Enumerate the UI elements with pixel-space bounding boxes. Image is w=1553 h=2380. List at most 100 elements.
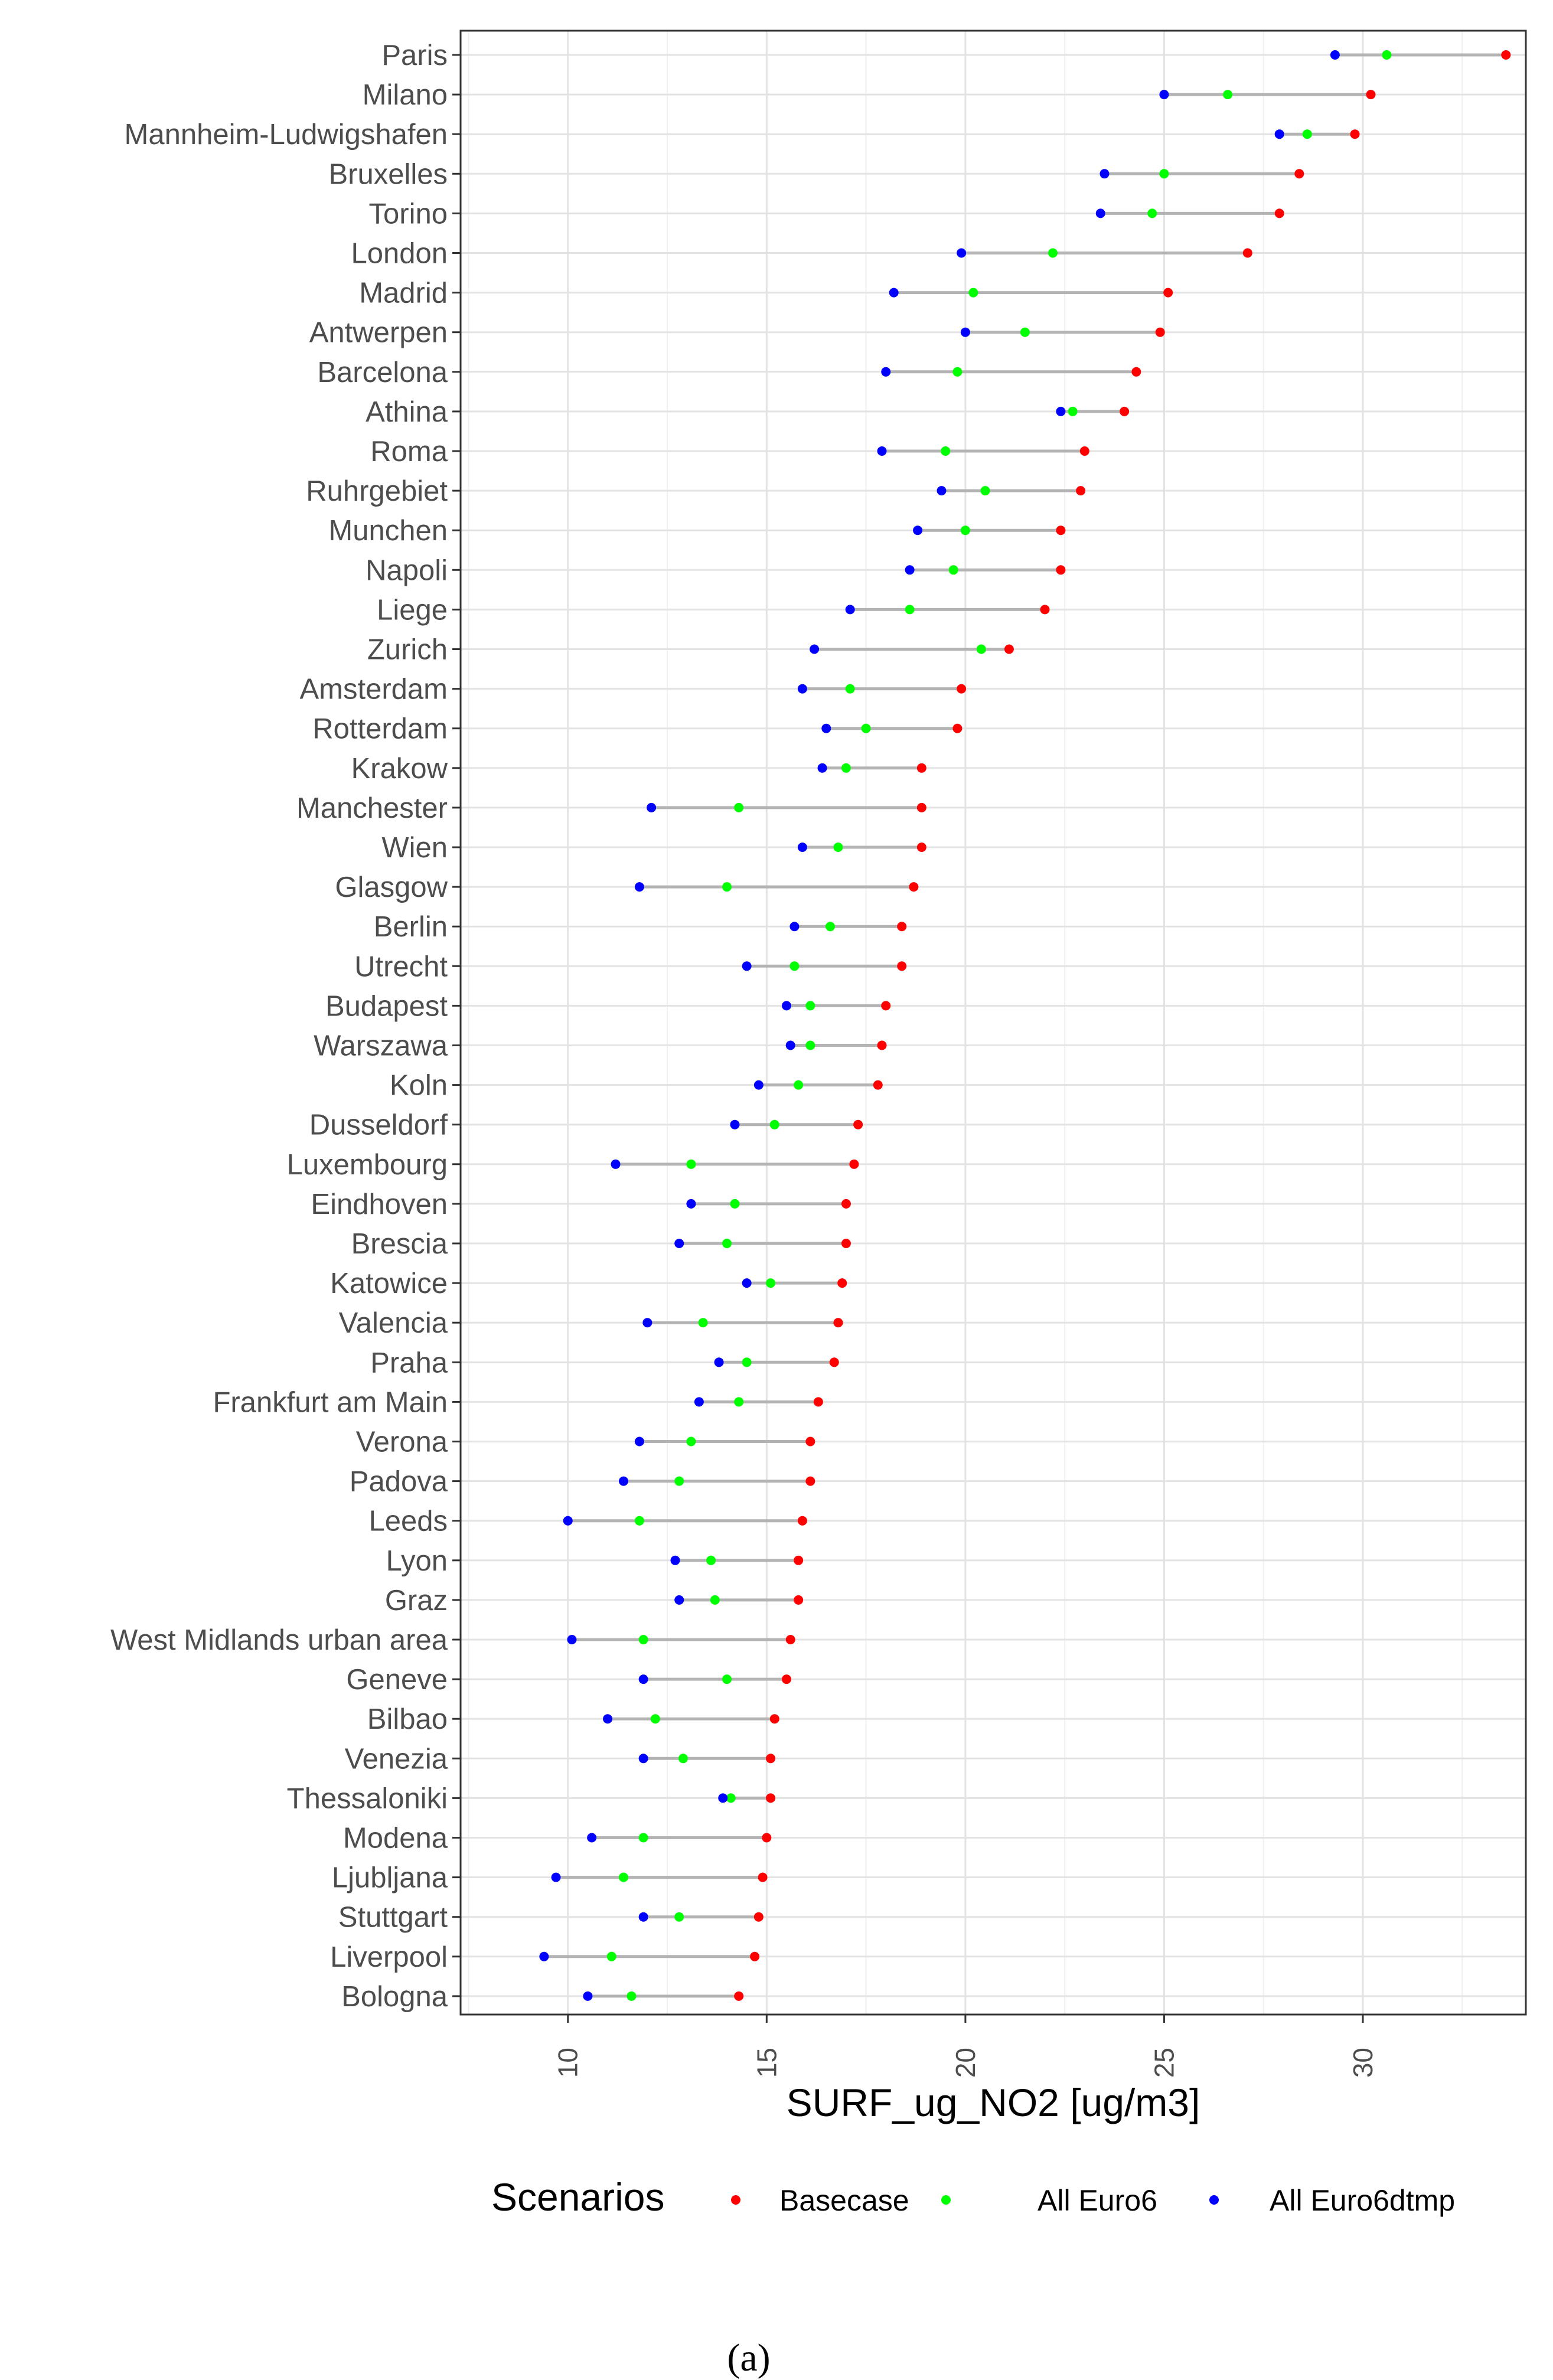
panel-background (461, 31, 1526, 2015)
y-tick-label: Valencia (339, 1307, 448, 1339)
point-all-euro6 (1020, 327, 1030, 337)
point-all-euro6dtmp (1159, 90, 1169, 100)
point-all-euro6dtmp (889, 288, 899, 298)
point-all-euro6 (1048, 248, 1058, 258)
point-all-euro6dtmp (642, 1318, 652, 1328)
y-tick-label: Milano (363, 79, 448, 111)
point-all-euro6dtmp (634, 1437, 644, 1447)
point-all-euro6 (650, 1714, 660, 1724)
y-tick-label: Zurich (367, 634, 448, 666)
point-all-euro6 (698, 1318, 708, 1328)
point-all-euro6 (1159, 169, 1169, 179)
point-all-euro6 (805, 1001, 815, 1011)
point-basecase (877, 1040, 887, 1050)
point-all-euro6 (618, 1872, 628, 1882)
point-all-euro6 (861, 723, 871, 733)
y-tick-label: Venezia (345, 1743, 448, 1775)
point-basecase (881, 1001, 891, 1011)
points (539, 50, 1511, 2001)
point-all-euro6 (766, 1278, 776, 1288)
point-basecase (758, 1872, 768, 1882)
point-all-euro6dtmp (742, 961, 752, 971)
point-all-euro6dtmp (603, 1714, 613, 1724)
point-all-euro6dtmp (587, 1833, 597, 1843)
y-tick-label: Frankfurt am Main (213, 1386, 448, 1418)
point-basecase (1056, 525, 1066, 536)
x-tick-label: 15 (751, 2048, 782, 2078)
point-all-euro6dtmp (730, 1119, 740, 1129)
y-tick-label: Liverpool (330, 1941, 448, 1973)
point-all-euro6dtmp (583, 1991, 593, 2001)
point-all-euro6 (1068, 406, 1078, 416)
point-all-euro6 (948, 565, 958, 575)
x-axis-title: SURF_ug_NO2 [ug/m3] (787, 2081, 1200, 2124)
point-all-euro6dtmp (810, 644, 820, 654)
point-basecase (1501, 50, 1511, 60)
point-all-euro6 (789, 961, 800, 971)
point-basecase (797, 1516, 807, 1526)
point-all-euro6dtmp (638, 1754, 648, 1764)
x-axis: 10 15 20 25 30 (553, 2015, 1378, 2078)
point-basecase (1120, 406, 1130, 416)
point-basecase (750, 1951, 760, 1961)
point-basecase (873, 1080, 883, 1090)
y-tick-label: Lyon (386, 1545, 448, 1577)
point-basecase (916, 802, 926, 812)
y-tick-label: Praha (370, 1347, 448, 1379)
y-tick-label: Madrid (359, 277, 448, 309)
point-basecase (916, 763, 926, 773)
y-tick-label: Graz (385, 1585, 448, 1617)
point-all-euro6dtmp (797, 843, 807, 852)
y-tick-label: Padova (350, 1466, 448, 1498)
point-all-euro6 (674, 1912, 684, 1922)
panel-border (459, 30, 1527, 2016)
legend: Basecase All Euro6 All Euro6dtmp (731, 2184, 1455, 2217)
y-tick-label: Wien (381, 832, 448, 864)
y-axis: Paris Milano Mannheim-Ludwigshafen Bruxelle… (110, 40, 461, 2013)
point-all-euro6 (794, 1080, 804, 1090)
y-tick-label: Verona (356, 1426, 448, 1458)
point-all-euro6dtmp (551, 1872, 561, 1882)
legend-label-all-euro6dtmp: All Euro6dtmp (1270, 2184, 1455, 2217)
point-all-euro6dtmp (611, 1159, 621, 1169)
point-all-euro6 (941, 446, 951, 456)
point-all-euro6 (726, 1793, 736, 1803)
y-tick-label: Torino (369, 198, 448, 230)
point-all-euro6dtmp (674, 1595, 684, 1605)
y-tick-label: Stuttgart (338, 1902, 448, 1934)
y-tick-label: Glasgow (335, 871, 448, 903)
point-all-euro6 (841, 763, 851, 773)
grid-minor (468, 31, 1463, 2015)
point-all-euro6dtmp (913, 525, 923, 536)
point-all-euro6 (730, 1199, 740, 1209)
point-basecase (957, 684, 967, 694)
y-tick-label: Dusseldorf (309, 1109, 448, 1141)
point-all-euro6dtmp (960, 327, 970, 337)
y-tick-label: Napoli (366, 554, 448, 586)
point-all-euro6 (826, 922, 836, 932)
y-tick-label: Paris (381, 40, 448, 71)
point-all-euro6dtmp (1100, 169, 1110, 179)
point-all-euro6 (638, 1833, 648, 1843)
point-all-euro6 (833, 843, 843, 852)
point-all-euro6dtmp (1056, 406, 1066, 416)
point-basecase (1131, 367, 1141, 377)
x-tick-label: 20 (950, 2048, 981, 2078)
y-tick-label: Budapest (325, 990, 448, 1022)
point-basecase (1274, 208, 1284, 218)
point-basecase (753, 1912, 764, 1922)
point-all-euro6dtmp (881, 367, 891, 377)
point-basecase (916, 843, 926, 852)
y-tick-label: Liege (377, 594, 448, 626)
y-tick-label: Rotterdam (312, 713, 448, 745)
point-all-euro6 (722, 1674, 732, 1684)
y-tick-label: Amsterdam (299, 674, 448, 706)
point-all-euro6 (960, 525, 970, 536)
point-basecase (781, 1674, 791, 1684)
point-all-euro6 (1223, 90, 1233, 100)
point-basecase (853, 1119, 863, 1129)
point-basecase (1366, 90, 1376, 100)
point-basecase (785, 1635, 795, 1644)
point-all-euro6dtmp (647, 802, 657, 812)
y-tick-label: Krakow (351, 753, 448, 785)
